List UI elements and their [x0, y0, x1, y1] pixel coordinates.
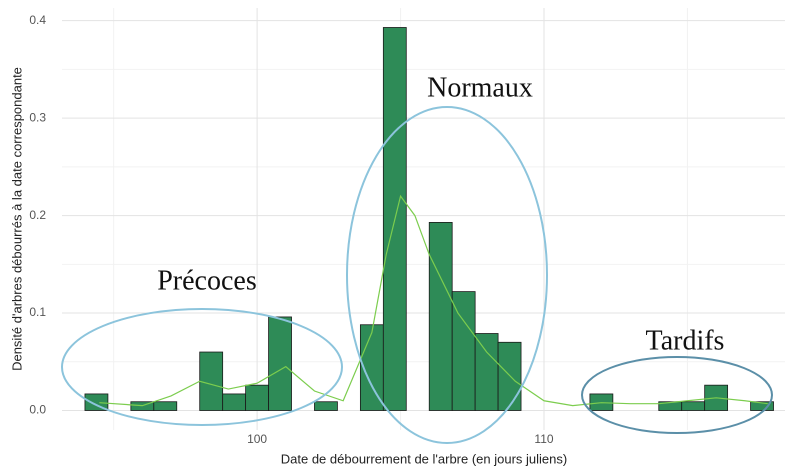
grid: [62, 8, 785, 430]
y-tick-label: 0.1: [29, 305, 46, 319]
y-axis-label: Densité d'arbres débourrés à la date cor…: [9, 67, 24, 371]
bar: [474, 333, 499, 411]
bar: [153, 401, 178, 411]
x-axis-label: Date de débourrement de l'arbre (en jour…: [281, 451, 567, 466]
density-line: [99, 194, 768, 407]
bar: [199, 351, 224, 411]
bar: [681, 401, 706, 411]
bar: [245, 384, 269, 411]
bar: [497, 341, 522, 411]
x-tick-label: 110: [534, 432, 553, 446]
bar: [84, 393, 109, 411]
y-tick-label: 0.4: [29, 13, 46, 27]
ellipse: [346, 106, 548, 444]
marks: [84, 27, 774, 411]
bar: [428, 222, 453, 411]
annotation: Précoces: [157, 265, 257, 296]
y-tick-label: 0.2: [29, 208, 46, 222]
y-tick-label: 0.3: [29, 110, 46, 124]
bar: [750, 401, 774, 411]
bar: [314, 401, 338, 411]
bar: [222, 393, 247, 411]
ellipse: [581, 356, 773, 434]
x-tick-label: 100: [247, 432, 267, 446]
annotation: Tardifs: [646, 325, 725, 356]
y-tick-label: 0.0: [29, 403, 46, 417]
bar: [268, 316, 292, 411]
ellipse: [61, 308, 343, 426]
annotation: Normaux: [427, 72, 533, 103]
